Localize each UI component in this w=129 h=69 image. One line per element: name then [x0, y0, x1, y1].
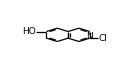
Text: Cl: Cl [98, 34, 107, 43]
Text: HO: HO [22, 27, 36, 36]
Text: N: N [86, 32, 93, 41]
